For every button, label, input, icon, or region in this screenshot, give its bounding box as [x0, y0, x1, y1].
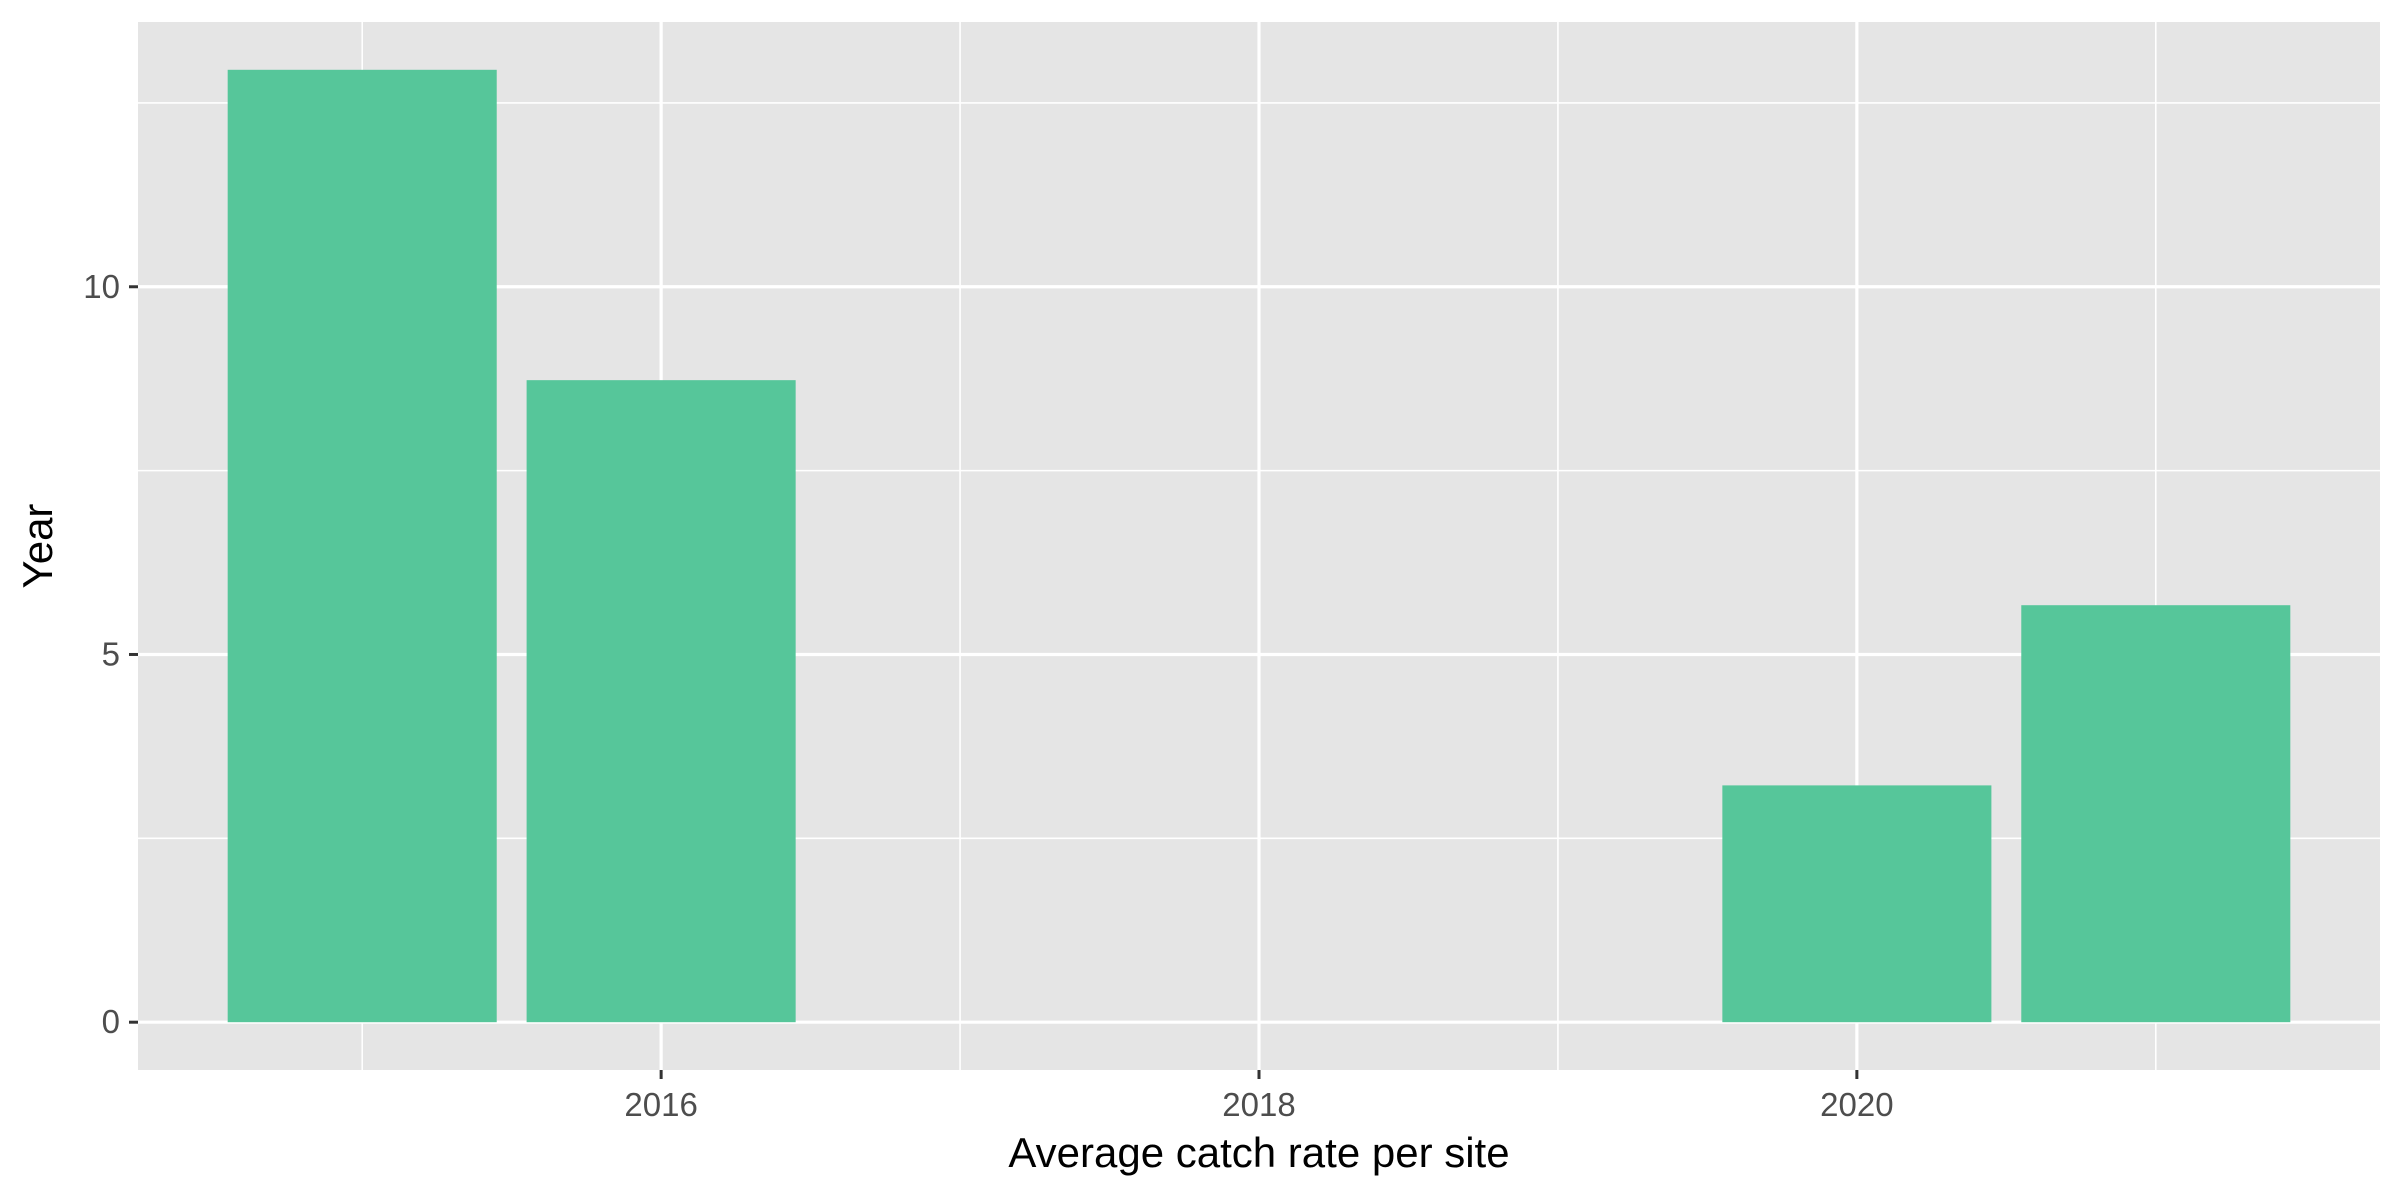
bars — [227, 69, 2291, 1023]
bar-2021 — [2021, 605, 2291, 1023]
x-tick-label: 2020 — [1820, 1086, 1893, 1123]
y-tick-label: 0 — [102, 1003, 120, 1040]
y-tick-label: 5 — [102, 635, 120, 672]
y-axis: 0 5 10 — [83, 268, 138, 1040]
x-axis-title: Average catch rate per site — [1008, 1129, 1509, 1176]
y-axis-title: Year — [14, 504, 61, 589]
bar-2016 — [526, 380, 796, 1023]
bar-2015 — [227, 69, 497, 1023]
bar-2020 — [1722, 785, 1992, 1023]
x-tick-label: 2018 — [1222, 1086, 1295, 1123]
y-tick-label: 10 — [83, 268, 120, 305]
x-axis: 2016 2018 2020 — [624, 1070, 1894, 1123]
x-tick-label: 2016 — [624, 1086, 697, 1123]
